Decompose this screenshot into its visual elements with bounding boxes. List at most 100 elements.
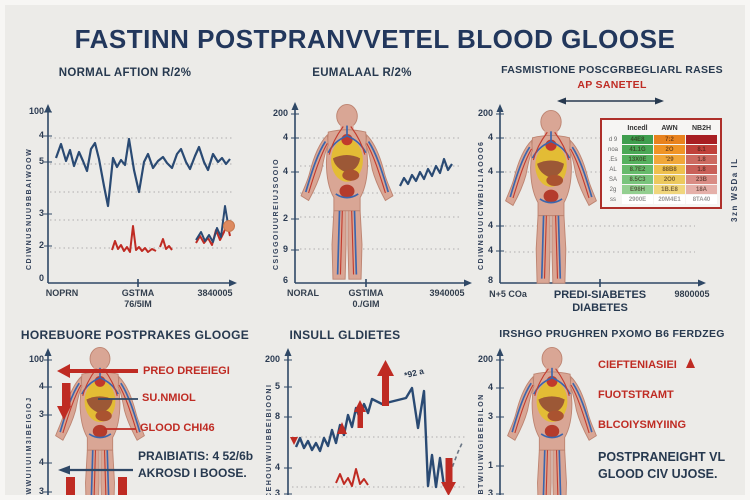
y-tick: 4 [38,457,44,467]
endpoint-dot [223,220,235,232]
chart-line [294,386,446,489]
range-cell: 1.8 [686,165,717,174]
body-annotation-red: CIEFTENIASIEI [598,359,677,371]
x-tick: N+5 COa [489,289,527,299]
table-row: noa 41.1G 2O 8.1 [605,145,717,154]
human-body-figure-top-middle [300,104,394,281]
panel-header-top-left: NORMAL AFTION R/2% [58,67,192,79]
range-cell: 18A [686,185,717,194]
y-tick: 2 [38,240,44,250]
y-tick: 4 [487,245,493,255]
y-tick: 4 [487,132,493,142]
chart-line [335,468,369,487]
range-cell: 8.1 [686,145,717,154]
panel-header-bottom-left: HOREBUORE POSTPRAKES GLOOGE [20,328,250,342]
x-tick: GSTMA [121,288,155,298]
y-tick: 200 [272,108,288,118]
y-axis-title: CDIWNUSNUU9BBAIWOOW [26,147,33,270]
x-tick: DIABETES [572,302,628,314]
row-label: .Es [608,156,618,163]
double-headed-arrow [557,97,664,105]
y-tick: 6 [282,275,288,285]
y-tick: 4 [487,382,493,392]
y-tick: 100 [28,106,44,116]
y-tick: 5 [274,381,280,391]
range-cell: 8.7E2 [622,165,653,174]
y-tick: 0 [38,273,44,283]
range-cell: 44E8 [622,135,653,144]
red-down-arrow [57,406,71,420]
range-cell: 1B.E8 [654,185,685,194]
red-left-arrow [57,364,70,378]
range-cell: 88B8 [654,165,685,174]
body-annotation-red: PREO DREEIEGI [143,365,230,377]
red-down-arrow [441,482,456,496]
table-header: NB2H [691,125,712,132]
y-tick: 2 [282,213,288,223]
body-annotation-navy: PRAIBIATIS: 4 52/6b [138,449,254,463]
body-annotation-red: SU.NMIOL [142,392,196,404]
row-label: ss [610,196,616,203]
panel-header-bottom-right: IRSHGO PRUGHREN PXOMO B6 FERDZEG [499,328,725,340]
y-tick: 8 [487,275,493,285]
y-tick: 4 [38,381,44,391]
red-small-up-arrow [337,422,347,434]
body-annotation-red: GLOOD CHI46 [140,422,215,434]
range-cell: 8.5C3 [622,175,653,184]
range-cell: 2O0 [654,175,685,184]
table-row: SA 8.5C3 2O0 23B [605,175,717,184]
panel-subheader-top-right: AP SANETEL [577,79,647,91]
table-row: d 9 44E8 7:2 [605,135,717,144]
body-annotation-navy: AKROSD I BOOSE. [138,466,247,480]
y-tick: 4 [282,166,288,176]
range-cell: '29 [654,155,685,164]
panel-header-bottom-middle: INSULL GLDIETES [289,328,401,342]
table-header: Incedl [627,125,648,132]
y-tick: 8 [274,411,280,421]
table-header: AWN [661,125,678,132]
x-tick: GSTIMA [348,288,384,298]
y-axis-title: IWWUIIUIIM3IBEIGIOJ [26,396,33,498]
y-tick: 4 [487,166,493,176]
body-annotation-navy: GLOOD CIV UJOSE. [598,467,718,481]
y-axis-title: CSIGGOIUUREIUJSOOIO [273,157,280,270]
table-side-label: 3zn WSDa IL [730,157,739,222]
body-annotation-red: FUOTSTRAMT [598,389,674,401]
panel-header-top-middle: EUMALAAL R/2% [312,67,412,79]
chart-line [159,238,173,251]
y-tick: 200 [264,354,280,364]
y-tick: 4 [38,130,44,140]
y-tick: 1 [487,460,493,470]
range-cell: 8TA40 [686,195,717,204]
table-row: 2g E98H 1B.E8 18A [605,185,717,194]
human-body-figure-top-right [504,110,598,285]
range-cell: E98H [622,185,653,194]
y-tick: 4 [487,220,493,230]
y-tick: 3 [487,411,493,421]
navy-left-arrow [58,465,133,475]
table-header [605,123,621,134]
range-table: Incedl AWN NB2H d 9 44E8 7:2 noa 41.1G 2O 8.1 .Es 1… [604,122,718,205]
y-tick: 9 [282,244,288,254]
red-arrows-bottom-left [57,364,138,499]
main-title: FASTINN POSTPRANVVETEL BLOOD GLOOSE [74,24,676,54]
range-cell: 13X0E [622,155,653,164]
range-cell: 23B [686,175,717,184]
x-tick: 3840005 [197,288,233,298]
x-tick: 3940005 [429,288,465,298]
red-bar [118,477,127,499]
red-bar [66,477,75,499]
y-tick: 5 [38,156,44,166]
y-tick: 100 [28,354,44,364]
range-cell: 20M4E1 [654,195,685,204]
panel-header-top-right: FASMISTIONE POSCGRBEGLIARL RASES [501,64,723,76]
y-tick: 3 [274,488,280,498]
red-up-arrow [354,400,366,412]
y-tick: 4 [282,132,288,142]
red-marker-triangle [290,437,298,445]
y-tick: 3 [38,208,44,218]
range-cell: 2O [654,145,685,154]
y-tick: 3 [38,409,44,419]
